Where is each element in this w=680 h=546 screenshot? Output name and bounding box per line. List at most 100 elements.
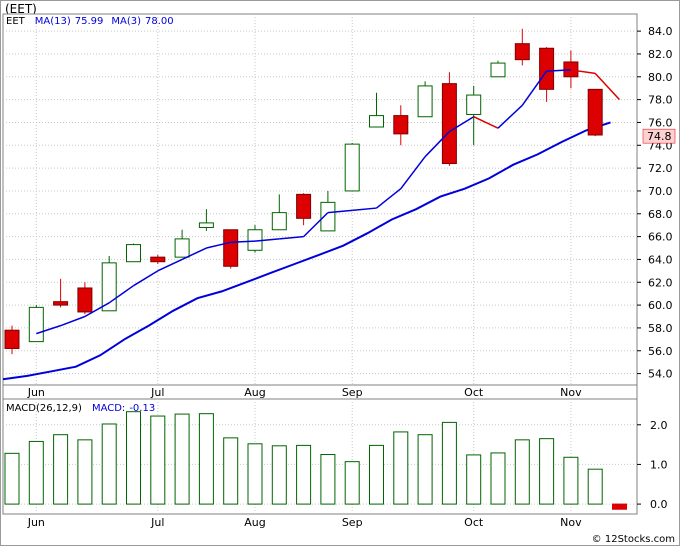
candle-body [28,306,44,343]
macd-bar [126,411,141,505]
macd-bar [101,423,117,505]
candle-body [126,244,141,263]
ma3-segment [497,104,523,129]
macd-bar [223,437,239,505]
macd-bar [369,444,384,505]
month-label: Jun [27,386,45,399]
macd-bar [393,431,409,505]
ma3-segment [570,69,596,75]
price-tick-label: 60.0 [648,299,673,312]
candle-body [514,43,530,61]
ma3-segment [521,70,548,106]
price-tick-label: 72.0 [648,162,673,175]
macd-legend: MACD(26,12,9) MACD: -0.13 [6,403,155,414]
legend-label: MA(3) [111,16,141,27]
macd-tick-label: 2.0 [650,419,668,432]
macd-bar [539,438,555,505]
macd-tick-label: 1.0 [650,458,668,471]
macd-bar [271,445,287,505]
candle-body [563,61,579,78]
candle-body [344,143,360,192]
candle-body [296,193,312,219]
ma3-line [36,69,621,335]
macd-tick-label: 0.0 [650,498,668,511]
legend-label: EET [6,16,26,27]
chart-title: (EET) [5,2,37,16]
ma3-segment [36,324,61,335]
candles [4,28,603,355]
month-label: Sep [342,516,363,529]
month-label: Nov [560,516,582,529]
price-tick-label: 78.0 [648,94,673,107]
watermark: © 12Stocks.com [592,534,675,545]
macd-bar [466,454,482,505]
candle-body [198,222,214,228]
price-legend: EET MA(13) 75.99 MA(3) 78.00 [6,16,174,27]
candle-body [174,238,190,258]
macd-bar [417,434,433,505]
price-tick-label: 70.0 [648,185,673,198]
macd-bar [77,439,93,505]
candle-body [539,47,555,90]
month-label: Aug [244,516,265,529]
candle-body [441,83,457,165]
price-axis-ticks: 54.0 56.0 58.0 60.0 62.0 64.0 66.0 68.0 70.0 72.0… [637,25,673,381]
month-label: Oct [464,516,484,529]
ma3-segment [254,238,280,242]
macd-bar [4,452,20,505]
macd-bar [150,415,166,505]
ma3-segment [327,209,353,214]
macd-bar [612,503,627,510]
legend-value: -0.13 [129,403,155,414]
month-label: Sep [342,386,363,399]
ma3-segment [60,315,86,327]
macd-bar [247,443,263,505]
candle-body [101,262,117,312]
macd-bar [344,461,360,505]
candle-body [587,88,603,136]
ma3-segment [473,116,499,129]
candle-body [271,212,287,231]
macd-panel: 0.0 1.0 2.0 MACD(26,12,9) MACD: -0.13 [2,398,668,515]
price-plot-area [2,13,638,386]
ma3-segment [133,270,159,287]
price-tick-label: 58.0 [648,322,673,335]
price-tick-label: 64.0 [648,253,673,266]
candle-body [490,62,506,78]
last-price-box [642,128,676,144]
macd-bar [296,444,312,505]
macd-bar [514,439,530,505]
ma3-segment [546,69,571,72]
macd-bar [441,421,457,505]
legend-value: 75.99 [75,16,104,27]
ma3-segment [303,212,329,238]
month-axis-band-top [2,384,638,400]
ma3-segment [84,302,110,318]
macd-bar [587,468,603,505]
month-label: Jun [27,516,45,529]
ma3-segment [230,240,256,244]
last-price-tag: 74.8 [642,128,676,144]
ma3-segment [376,188,402,209]
candle-body [77,287,93,313]
ma3-segment [424,131,450,158]
price-tick-label: 62.0 [648,276,673,289]
month-label: Oct [464,386,484,399]
price-tick-label: 54.0 [648,368,673,381]
macd-bar [198,413,214,505]
month-axis-top: Jun Jul Aug Sep Oct Nov [27,386,582,399]
candle-body [53,301,69,306]
ma3-segment [157,258,183,272]
price-tick-label: 84.0 [648,25,673,38]
price-tick-label: 80.0 [648,71,673,84]
ma3-segment [352,207,377,212]
candle-body [320,201,336,232]
ma3-segment [594,72,621,101]
ma3-segment [206,241,231,249]
candle-body [393,115,409,135]
candle-body [223,229,239,267]
price-tick-label: 76.0 [648,116,673,129]
candle-body [4,329,20,349]
month-label: Jul [150,516,164,529]
